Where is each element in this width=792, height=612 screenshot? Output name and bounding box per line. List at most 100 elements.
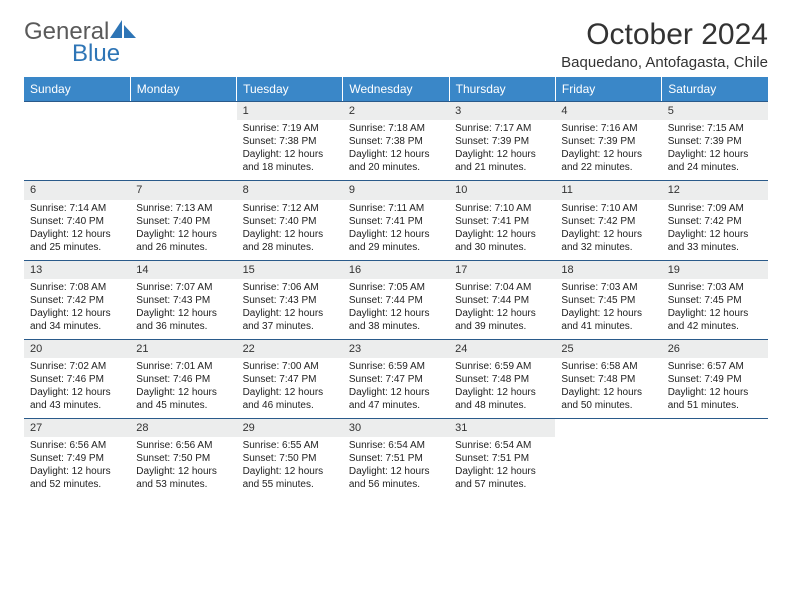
- day-header-thursday: Thursday: [449, 77, 555, 101]
- sunrise-line: Sunrise: 7:02 AM: [30, 360, 124, 373]
- daynum-cell: 9: [343, 180, 449, 199]
- daynum-cell: 14: [130, 260, 236, 279]
- day-number: 2: [343, 101, 449, 120]
- daylight-line: Daylight: 12 hours and 45 minutes.: [136, 386, 230, 412]
- sunset-line: Sunset: 7:41 PM: [455, 215, 549, 228]
- day-content-cell: Sunrise: 7:13 AMSunset: 7:40 PMDaylight:…: [130, 200, 236, 260]
- day-content-cell: Sunrise: 7:07 AMSunset: 7:43 PMDaylight:…: [130, 279, 236, 339]
- day-content: Sunrise: 7:01 AMSunset: 7:46 PMDaylight:…: [130, 358, 236, 418]
- sunrise-line: Sunrise: 7:07 AM: [136, 281, 230, 294]
- sunrise-line: Sunrise: 7:15 AM: [668, 122, 762, 135]
- sunset-line: Sunset: 7:51 PM: [349, 452, 443, 465]
- day-number: 6: [24, 180, 130, 199]
- day-content: Sunrise: 6:55 AMSunset: 7:50 PMDaylight:…: [237, 437, 343, 497]
- day-number: [555, 418, 661, 437]
- daynum-cell: [130, 101, 236, 120]
- day-number: 19: [662, 260, 768, 279]
- daynum-cell: 5: [662, 101, 768, 120]
- sunset-line: Sunset: 7:42 PM: [30, 294, 124, 307]
- day-content-cell: Sunrise: 7:08 AMSunset: 7:42 PMDaylight:…: [24, 279, 130, 339]
- day-content: Sunrise: 7:04 AMSunset: 7:44 PMDaylight:…: [449, 279, 555, 339]
- daynum-cell: 11: [555, 180, 661, 199]
- week-2-content-row: Sunrise: 7:08 AMSunset: 7:42 PM Daylight:…: [24, 279, 768, 339]
- week-4-content-row: Sunrise: 6:56 AMSunset: 7:49 PMDaylight:…: [24, 437, 768, 497]
- daynum-cell: 2: [343, 101, 449, 120]
- week-0-content-row: Sunrise: 7:19 AMSunset: 7:38 PM Daylight:…: [24, 120, 768, 180]
- day-content-cell: Sunrise: 7:00 AMSunset: 7:47 PMDaylight:…: [237, 358, 343, 418]
- day-number: 14: [130, 260, 236, 279]
- sunrise-line: Sunrise: 7:19 AM: [243, 122, 337, 135]
- daylight-line: Daylight: 12 hours and 20 minutes.: [349, 148, 443, 174]
- sunrise-line: Sunrise: 7:03 AM: [561, 281, 655, 294]
- sunrise-line: Sunrise: 6:55 AM: [243, 439, 337, 452]
- daylight-line: Daylight: 12 hours and 50 minutes.: [561, 386, 655, 412]
- day-content-cell: Sunrise: 7:16 AMSunset: 7:39 PMDaylight:…: [555, 120, 661, 180]
- day-number: 12: [662, 180, 768, 199]
- day-header-saturday: Saturday: [662, 77, 768, 101]
- sunrise-line: Sunrise: 6:56 AM: [30, 439, 124, 452]
- daynum-cell: 20: [24, 339, 130, 358]
- day-number: 11: [555, 180, 661, 199]
- sunrise-line: Sunrise: 7:00 AM: [243, 360, 337, 373]
- daylight-line: Daylight: 12 hours and 47 minutes.: [349, 386, 443, 412]
- day-header-wednesday: Wednesday: [343, 77, 449, 101]
- sunrise-line: Sunrise: 6:54 AM: [349, 439, 443, 452]
- day-content-cell: Sunrise: 6:58 AMSunset: 7:48 PMDaylight:…: [555, 358, 661, 418]
- day-number: 15: [237, 260, 343, 279]
- daylight-line: Daylight: 12 hours and 52 minutes.: [30, 465, 124, 491]
- sunset-line: Sunset: 7:49 PM: [30, 452, 124, 465]
- daynum-cell: 22: [237, 339, 343, 358]
- week-2-daynum-row: 13141516171819: [24, 260, 768, 279]
- day-content-cell: Sunrise: 7:10 AMSunset: 7:42 PMDaylight:…: [555, 200, 661, 260]
- page-header: GeneralBlue October 2024 Baquedano, Anto…: [24, 18, 768, 71]
- daylight-line: Daylight: 12 hours and 37 minutes.: [243, 307, 337, 333]
- day-content-cell: Sunrise: 7:10 AMSunset: 7:41 PMDaylight:…: [449, 200, 555, 260]
- day-content: Sunrise: 6:58 AMSunset: 7:48 PMDaylight:…: [555, 358, 661, 418]
- daylight-line: Daylight: 12 hours and 51 minutes.: [668, 386, 762, 412]
- day-content: Sunrise: 6:56 AMSunset: 7:50 PMDaylight:…: [130, 437, 236, 497]
- calendar-page: GeneralBlue October 2024 Baquedano, Anto…: [0, 0, 792, 515]
- day-number: 25: [555, 339, 661, 358]
- sunrise-line: Sunrise: 7:17 AM: [455, 122, 549, 135]
- day-number: 20: [24, 339, 130, 358]
- daylight-line: Daylight: 12 hours and 30 minutes.: [455, 228, 549, 254]
- day-content: Sunrise: 7:10 AMSunset: 7:41 PMDaylight:…: [449, 200, 555, 260]
- day-content: Sunrise: 7:08 AMSunset: 7:42 PMDaylight:…: [24, 279, 130, 339]
- daynum-cell: 7: [130, 180, 236, 199]
- sunset-line: Sunset: 7:40 PM: [30, 215, 124, 228]
- sunset-line: Sunset: 7:44 PM: [455, 294, 549, 307]
- daynum-cell: 3: [449, 101, 555, 120]
- day-content: Sunrise: 7:12 AMSunset: 7:40 PMDaylight:…: [237, 200, 343, 260]
- day-content: [130, 120, 236, 180]
- daylight-line: Daylight: 12 hours and 21 minutes.: [455, 148, 549, 174]
- day-content-cell: Sunrise: 6:59 AMSunset: 7:47 PMDaylight:…: [343, 358, 449, 418]
- day-content: Sunrise: 6:57 AMSunset: 7:49 PMDaylight:…: [662, 358, 768, 418]
- sunrise-line: Sunrise: 7:16 AM: [561, 122, 655, 135]
- daynum-cell: 8: [237, 180, 343, 199]
- day-content: Sunrise: 7:19 AMSunset: 7:38 PMDaylight:…: [237, 120, 343, 180]
- sunset-line: Sunset: 7:51 PM: [455, 452, 549, 465]
- daynum-cell: [555, 418, 661, 437]
- day-content: [662, 437, 768, 497]
- day-content-cell: [555, 437, 661, 497]
- day-content-cell: [24, 120, 130, 180]
- day-content: Sunrise: 6:59 AMSunset: 7:48 PMDaylight:…: [449, 358, 555, 418]
- daylight-line: Daylight: 12 hours and 43 minutes.: [30, 386, 124, 412]
- sunrise-line: Sunrise: 6:56 AM: [136, 439, 230, 452]
- sunrise-line: Sunrise: 7:10 AM: [561, 202, 655, 215]
- sunrise-line: Sunrise: 7:13 AM: [136, 202, 230, 215]
- daynum-cell: 6: [24, 180, 130, 199]
- sunrise-line: Sunrise: 7:14 AM: [30, 202, 124, 215]
- day-number: 1: [237, 101, 343, 120]
- week-3-content-row: Sunrise: 7:02 AMSunset: 7:46 PMDaylight:…: [24, 358, 768, 418]
- daylight-line: Daylight: 12 hours and 42 minutes.: [668, 307, 762, 333]
- day-header-sunday: Sunday: [24, 77, 130, 101]
- daynum-cell: 16: [343, 260, 449, 279]
- sunrise-line: Sunrise: 7:08 AM: [30, 281, 124, 294]
- sunrise-line: Sunrise: 7:05 AM: [349, 281, 443, 294]
- day-number: 27: [24, 418, 130, 437]
- calendar-body: 12345Sunrise: 7:19 AMSunset: 7:38 PMDayl…: [24, 101, 768, 497]
- sunset-line: Sunset: 7:48 PM: [561, 373, 655, 386]
- sunset-line: Sunset: 7:38 PM: [243, 135, 337, 148]
- day-content-cell: Sunrise: 7:12 AMSunset: 7:40 PMDaylight:…: [237, 200, 343, 260]
